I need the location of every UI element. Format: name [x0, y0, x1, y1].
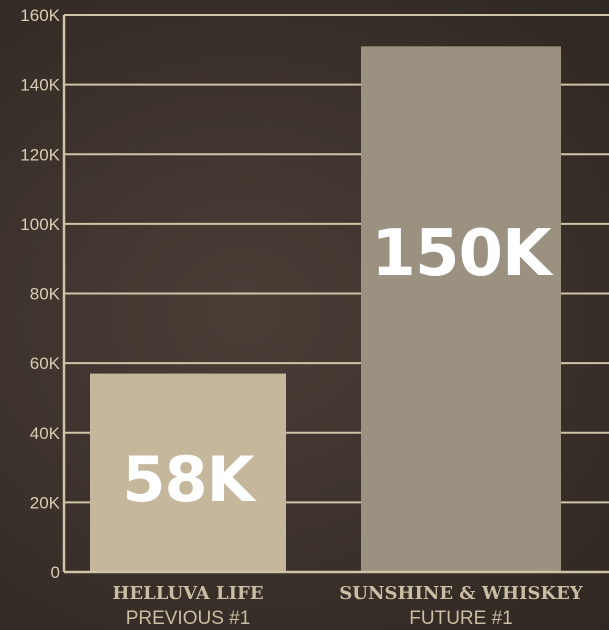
category-labels: HELLUVA LIFE PREVIOUS #1 SUNSHINE & WHISKE…: [112, 583, 583, 629]
category-subtitle: PREVIOUS #1: [126, 608, 251, 629]
bar: [90, 373, 286, 572]
y-axis-ticks: 0 20K 40K 60K 80K 100K 120K 140K 160K: [20, 6, 60, 582]
y-tick-label: 100K: [20, 215, 60, 234]
y-tick-label: 60K: [30, 354, 61, 373]
y-tick-label: 120K: [20, 145, 60, 164]
category-title: SUNSHINE & WHISKEY: [339, 583, 584, 604]
category-subtitle: FUTURE #1: [409, 608, 512, 629]
bars: 58K 150K: [90, 46, 561, 573]
y-tick-label: 140K: [20, 76, 60, 95]
bar-value-label: 58K: [122, 443, 256, 516]
bar: [361, 46, 561, 573]
bar-value-label: 150K: [371, 217, 554, 291]
y-tick-label: 40K: [30, 424, 61, 443]
y-tick-label: 20K: [30, 493, 61, 512]
y-tick-label: 80K: [30, 285, 61, 304]
category-title: HELLUVA LIFE: [112, 583, 263, 604]
y-tick-label: 0: [51, 563, 60, 582]
y-tick-label: 160K: [20, 6, 60, 25]
